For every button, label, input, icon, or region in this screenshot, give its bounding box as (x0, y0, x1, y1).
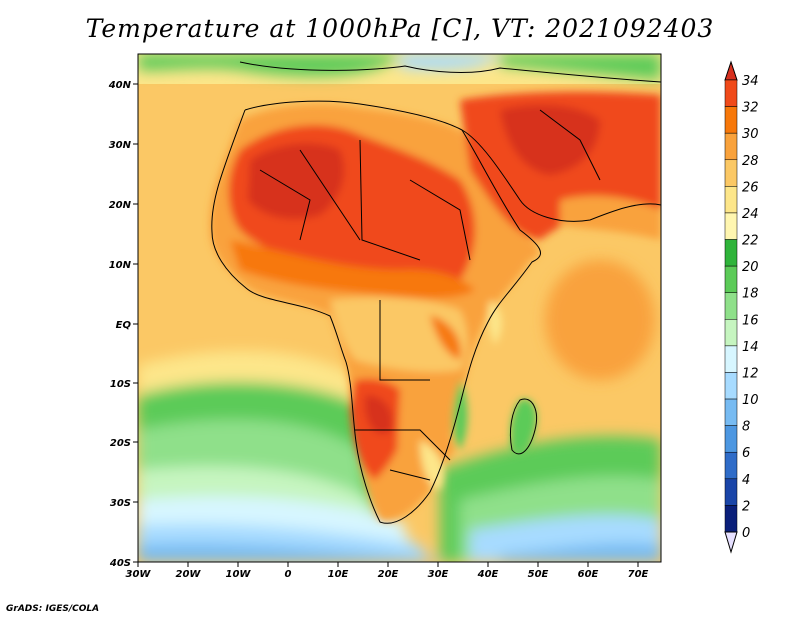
lon-tick-label: 20E (378, 569, 399, 580)
lat-tick-label: 20N (109, 200, 132, 211)
colorbar-label: 6 (742, 446, 750, 461)
lon-tick-label: 0 (285, 569, 292, 580)
colorbar-label: 32 (742, 101, 759, 116)
credit-text: GrADS: IGES/COLA (6, 604, 100, 614)
colorbar-segment (724, 478, 738, 506)
lat-tick-label: 30N (109, 140, 132, 151)
colorbar-label: 2 (742, 499, 750, 514)
colorbar-segment (724, 132, 738, 161)
lon-tick-label: 10W (226, 569, 252, 580)
colorbar-label: 24 (742, 207, 759, 222)
lat-tick-label: 30S (110, 498, 131, 509)
colorbar-segment (724, 79, 738, 107)
colorbar-label: 14 (742, 340, 759, 355)
lat-tick-label: 20S (110, 438, 131, 449)
lon-tick-label: 20W (176, 569, 202, 580)
coastlines (211, 61, 661, 524)
lon-tick-label: 60E (578, 569, 599, 580)
colorbar-label: 8 (742, 420, 750, 435)
colorbar-segment (724, 319, 738, 347)
colorbar-segment (724, 425, 738, 453)
lat-tick-label: 40S (109, 558, 131, 569)
lat-tick-label: 40N (108, 80, 132, 91)
lon-tick-label: 40E (477, 569, 499, 580)
colorbar-label: 34 (742, 74, 759, 89)
lon-tick-label: 70E (628, 569, 649, 580)
lon-tick-labels: 30W 20W 10W 0 10E 20E 30E 40E 50E 60E 70… (126, 569, 649, 580)
colorbar-segment (724, 345, 738, 373)
lat-tick-label: EQ (116, 320, 132, 331)
lon-tick-label: 30W (126, 569, 152, 580)
colorbar-segment (724, 292, 738, 320)
lat-tick-labels: 40N 30N 20N 10N EQ 10S 20S 30S 40S (108, 80, 132, 569)
lon-tick-label: 30E (428, 569, 449, 580)
colorbar-label: 20 (742, 260, 759, 275)
colorbar-label: 30 (742, 127, 759, 142)
colorbar-segment (724, 372, 738, 400)
map-frame (137, 53, 662, 563)
colorbar-label: 16 (742, 313, 759, 328)
colorbar-segment (724, 451, 738, 480)
lon-tick-label: 10E (328, 569, 349, 580)
colorbar-segment (724, 398, 738, 426)
chart-title: Temperature at 1000hPa [C], VT: 20210924… (85, 14, 715, 43)
colorbar-label: 28 (742, 154, 759, 169)
colorbar-segment (724, 239, 738, 267)
colorbar-segment (724, 265, 738, 293)
colorbar-label: 26 (742, 180, 759, 195)
colorbar-label: 4 (742, 473, 750, 488)
colorbar-segment (724, 106, 738, 134)
colorbar-label: 10 (742, 393, 759, 408)
colorbar-label: 22 (742, 234, 759, 249)
temperature-field (138, 54, 661, 562)
colorbar-label: 18 (742, 287, 759, 302)
colorbar-label: 12 (742, 366, 759, 381)
colorbar-max-arrow (724, 60, 738, 81)
colorbar-segment (724, 212, 738, 240)
lon-tick-label: 50E (528, 569, 549, 580)
colorbar-label: 0 (742, 526, 750, 541)
colorbar-min-arrow (724, 531, 738, 554)
colorbar-segment (724, 505, 738, 533)
lat-tick-label: 10S (110, 379, 131, 390)
colorbar-segment (724, 186, 738, 214)
lat-tick-label: 10N (109, 260, 132, 271)
colorbar-segment (724, 159, 738, 187)
lon-tick-marks (137, 562, 639, 567)
lat-tick-marks (133, 83, 138, 563)
